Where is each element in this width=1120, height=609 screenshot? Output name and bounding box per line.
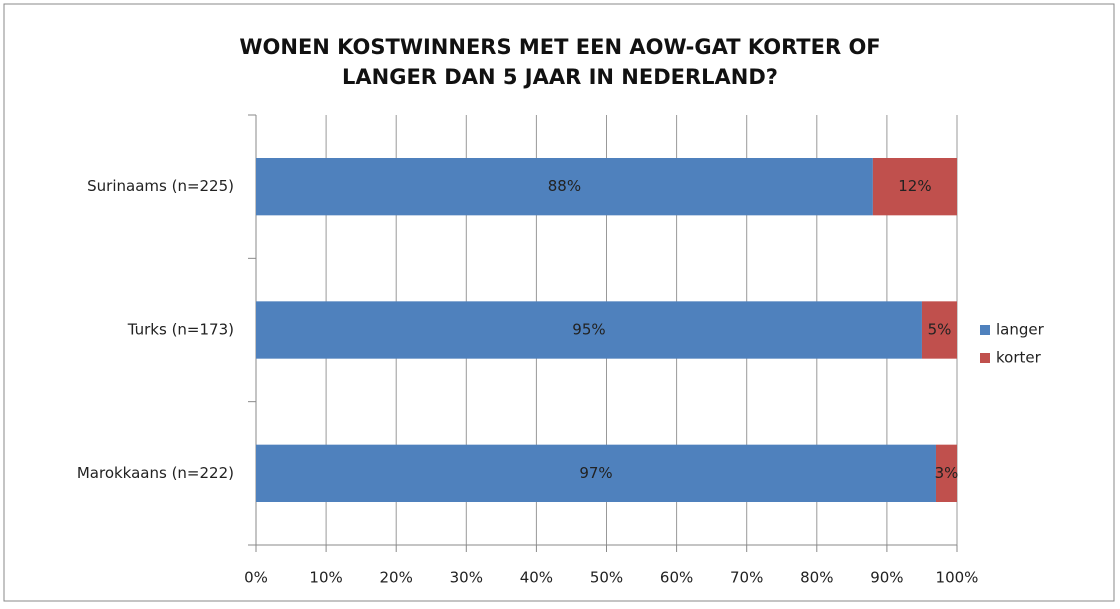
bar-segment bbox=[872, 158, 957, 216]
data-label: 95% bbox=[572, 321, 605, 339]
x-tick-label: 30% bbox=[450, 569, 483, 587]
data-label: 5% bbox=[928, 321, 952, 339]
legend-label: korter bbox=[996, 349, 1042, 367]
data-label: 97% bbox=[579, 464, 612, 482]
bar-segment bbox=[921, 301, 957, 359]
x-tick-label: 60% bbox=[660, 569, 693, 587]
x-tick-label: 70% bbox=[730, 569, 763, 587]
data-label: 12% bbox=[898, 177, 931, 195]
y-tick-label: Marokkaans (n=222) bbox=[77, 464, 234, 482]
bar-segment bbox=[256, 301, 922, 359]
x-tick-label: 90% bbox=[870, 569, 903, 587]
bar-segment bbox=[256, 444, 936, 502]
x-tick-label: 0% bbox=[244, 569, 268, 587]
legend-swatch bbox=[980, 325, 990, 335]
y-tick-label: Surinaams (n=225) bbox=[87, 177, 234, 195]
bar-segment bbox=[935, 444, 957, 502]
x-tick-label: 40% bbox=[520, 569, 553, 587]
x-tick-label: 10% bbox=[309, 569, 342, 587]
chart-title: WONEN KOSTWINNERS MET EEN AOW-GAT KORTER… bbox=[239, 35, 880, 59]
data-label: 88% bbox=[548, 177, 581, 195]
chart-title: LANGER DAN 5 JAAR IN NEDERLAND? bbox=[342, 65, 778, 89]
x-tick-label: 100% bbox=[936, 569, 979, 587]
x-tick-label: 80% bbox=[800, 569, 833, 587]
y-tick-label: Turks (n=173) bbox=[127, 321, 234, 339]
bar-segment bbox=[256, 158, 873, 216]
data-label: 3% bbox=[935, 464, 959, 482]
legend-swatch bbox=[980, 353, 990, 363]
x-tick-label: 50% bbox=[590, 569, 623, 587]
x-tick-label: 20% bbox=[380, 569, 413, 587]
legend-label: langer bbox=[996, 321, 1045, 339]
